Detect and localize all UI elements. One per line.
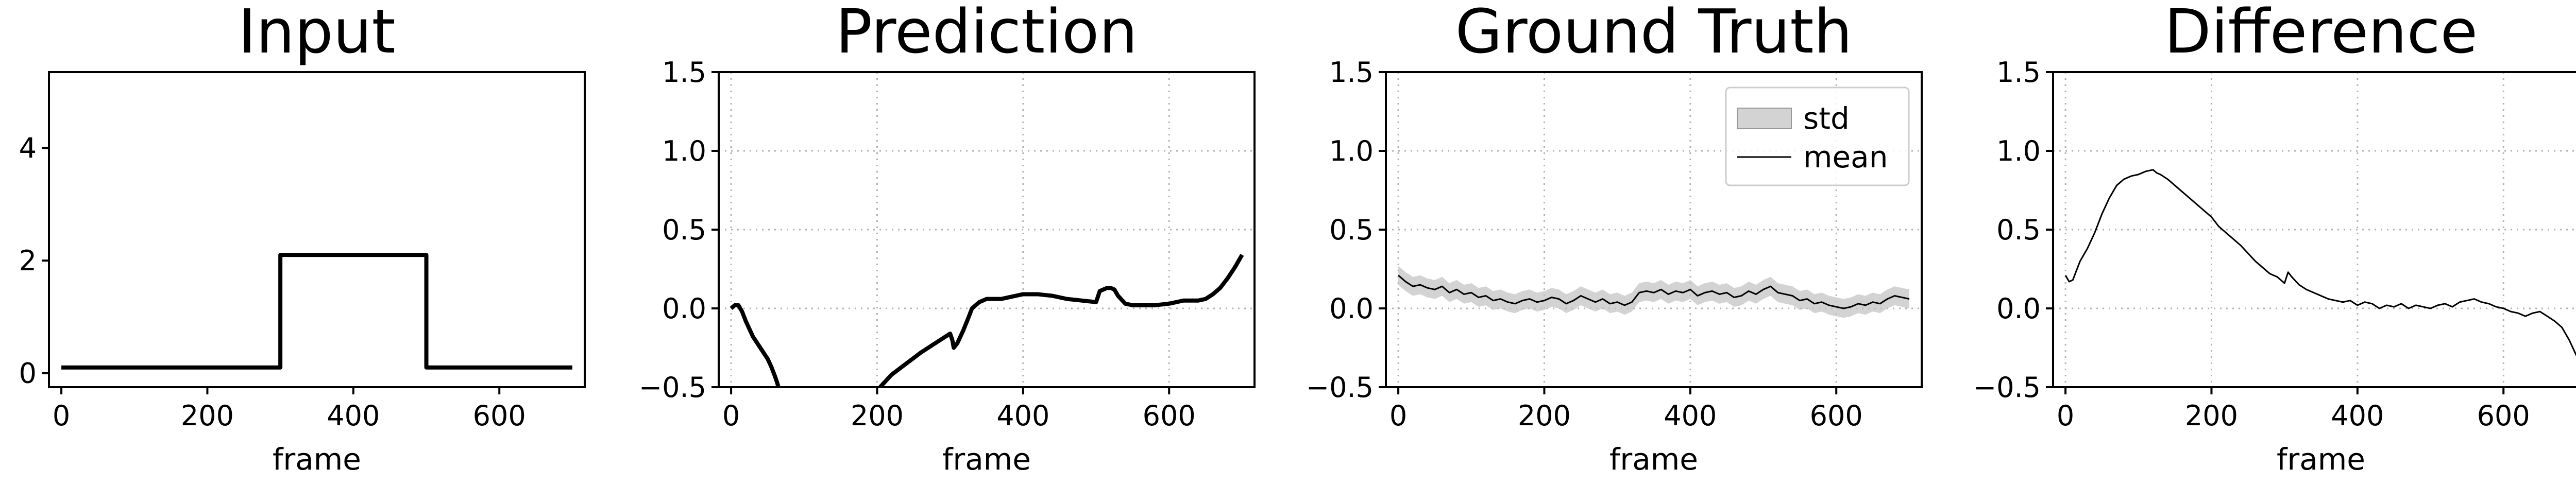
x-tick-label-2: 400 <box>1664 400 1717 432</box>
y-tick-label-3: 1.0 <box>1996 135 2041 167</box>
x-tick-label-3: 600 <box>2477 400 2530 432</box>
plot-area <box>2064 169 2576 356</box>
y-tick-label-4: 1.5 <box>1329 56 1374 89</box>
mean-line-0 <box>1398 274 1910 309</box>
chart-title: Difference <box>2164 0 2478 67</box>
chart-panel-3: 0 200 400 600 −0.5 0.0 0.5 1.0 1.5 Difference fram… <box>1973 0 2576 477</box>
y-tick-label-4: 1.5 <box>662 56 706 89</box>
series-line-1 <box>877 253 1244 387</box>
x-tick-label-1: 200 <box>2185 400 2238 432</box>
y-tick-label-2: 0.5 <box>1996 214 2041 246</box>
x-tick-label-2: 400 <box>996 400 1049 432</box>
y-tick-label-0: −0.5 <box>1306 371 1374 404</box>
x-tick-label-0: 0 <box>1389 400 1407 432</box>
series-line-0 <box>61 253 572 370</box>
legend-std-swatch <box>1737 108 1792 129</box>
x-tick-label-1: 200 <box>851 400 904 432</box>
plot-area <box>61 253 572 370</box>
y-tick-label-2: 4 <box>19 132 37 165</box>
axes-frame <box>48 71 586 388</box>
legend-mean-label: mean <box>1803 140 1888 175</box>
legend: std mean <box>1725 86 1910 186</box>
chart-panel-1: 0 200 400 600 −0.5 0.0 0.5 1.0 1.5 Prediction fram… <box>639 0 1256 477</box>
y-tick-label-2: 0.5 <box>662 214 706 246</box>
y-tick-label-2: 0.5 <box>1329 214 1374 246</box>
y-tick-label-1: 0.0 <box>1329 292 1374 325</box>
plot-area <box>1398 266 1910 318</box>
chart-panel-2: 0 200 400 600 −0.5 0.0 0.5 1.0 1.5 Ground Truth fr… <box>1306 0 1923 477</box>
plot-area <box>730 253 1244 387</box>
y-tick-label-3: 1.0 <box>1329 135 1374 167</box>
x-tick-label-3: 600 <box>473 400 526 432</box>
chart-panel-0: 0 200 400 600 0 2 4 Input frame <box>19 0 586 477</box>
axes-frame <box>2052 71 2576 388</box>
x-tick-label-0: 0 <box>2057 400 2074 432</box>
x-tick-label-0: 0 <box>722 400 740 432</box>
y-tick-label-1: 0.0 <box>662 292 706 325</box>
y-tick-label-4: 1.5 <box>1996 56 2041 89</box>
x-axis-label: frame <box>2277 442 2365 477</box>
chart-title: Input <box>238 0 396 67</box>
y-tick-label-3: 1.0 <box>662 135 706 167</box>
chart-title: Prediction <box>836 0 1138 67</box>
legend-std-label: std <box>1803 101 1850 136</box>
x-tick-label-1: 200 <box>1518 400 1571 432</box>
x-tick-label-3: 600 <box>1810 400 1863 432</box>
y-tick-label-1: 0.0 <box>1996 292 2041 325</box>
chart-title: Ground Truth <box>1455 0 1853 67</box>
x-axis-label: frame <box>942 442 1031 477</box>
series-line-0 <box>730 303 781 387</box>
x-tick-label-2: 400 <box>327 400 380 432</box>
x-axis-label: frame <box>273 442 361 477</box>
y-tick-label-0: 0 <box>19 357 37 390</box>
x-tick-label-1: 200 <box>181 400 234 432</box>
x-tick-label-0: 0 <box>53 400 70 432</box>
x-tick-label-3: 600 <box>1143 400 1196 432</box>
y-tick-label-1: 2 <box>19 245 37 277</box>
x-axis-label: frame <box>1609 442 1698 477</box>
series-line-0 <box>2064 169 2576 356</box>
y-tick-label-0: −0.5 <box>639 371 706 404</box>
y-tick-label-0: −0.5 <box>1973 371 2041 404</box>
x-tick-label-2: 400 <box>2331 400 2384 432</box>
